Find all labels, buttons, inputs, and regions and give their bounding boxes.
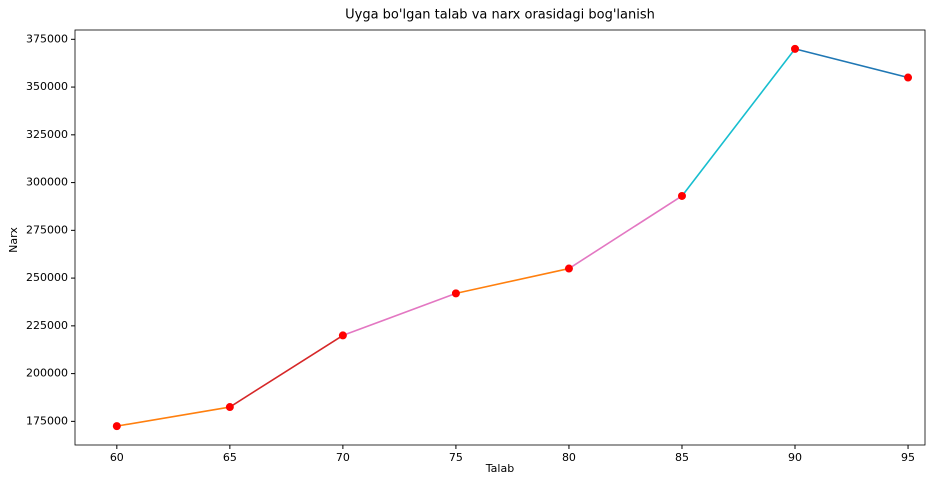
line-segment [794,48,909,79]
point [338,331,347,340]
line-segment [229,334,344,408]
x-tick-label: 85 [675,451,689,464]
line-segment [342,292,457,337]
y-tick-label: 175000 [26,414,68,427]
line-segment [681,48,796,197]
y-axis-label: Narx [7,227,20,253]
y-tick-label: 200000 [26,367,68,380]
point [904,73,913,82]
chart-title: Uyga bo'lgan talab va narx orasidagi bog… [345,8,655,23]
point [791,44,800,53]
point [451,289,460,298]
line-segment [455,267,570,295]
y-tick-label: 350000 [26,80,68,93]
y-tick-label: 300000 [26,176,68,189]
line-segment [116,406,230,427]
x-tick-label: 70 [336,451,350,464]
y-tick-label: 375000 [26,32,68,45]
point [225,403,234,412]
y-tick-label: 250000 [26,271,68,284]
x-tick-label: 65 [223,451,237,464]
x-tick-label: 95 [901,451,915,464]
x-tick-label: 60 [110,451,124,464]
x-tick-label: 90 [788,451,802,464]
point [564,264,573,273]
point [112,422,121,431]
x-axis-label: Talab [485,462,514,475]
x-tick-label: 75 [449,451,463,464]
y-tick-label: 275000 [26,223,68,236]
x-tick-label: 80 [562,451,576,464]
line-segment [568,195,683,270]
point [677,191,686,200]
y-tick-label: 225000 [26,319,68,332]
plot-frame [74,29,926,446]
y-tick-label: 325000 [26,128,68,141]
